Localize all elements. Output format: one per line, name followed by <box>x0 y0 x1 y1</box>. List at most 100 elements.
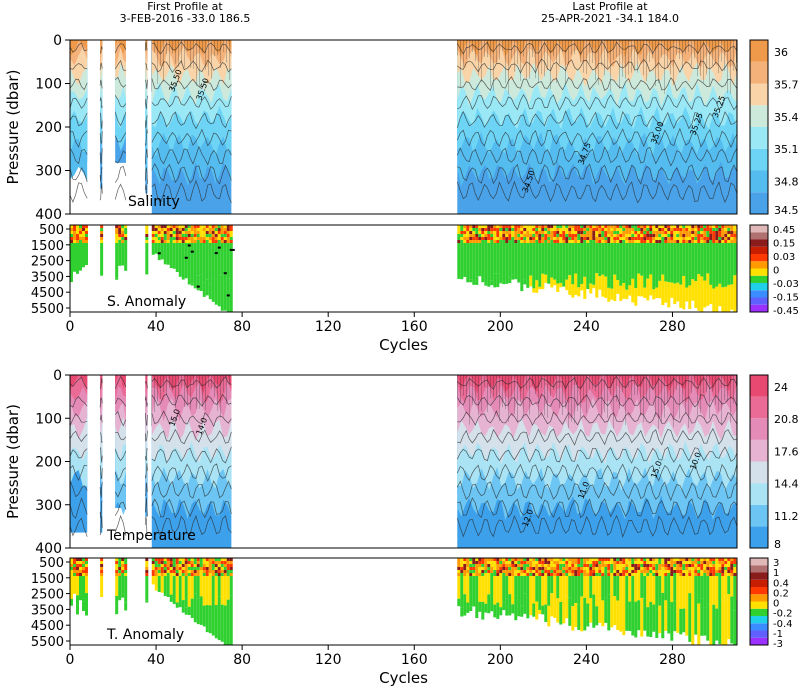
anomaly-cell <box>163 240 167 243</box>
anomaly-cell <box>685 237 689 240</box>
anomaly-cell <box>721 558 725 561</box>
anomaly-cell <box>619 564 623 567</box>
anomaly-cell <box>547 240 551 243</box>
anomaly-cell <box>76 225 79 228</box>
anomaly-cell <box>115 558 119 561</box>
anomaly-cell <box>202 282 206 297</box>
anomaly-cell <box>616 240 620 243</box>
contour-line <box>456 145 737 167</box>
anomaly-cell <box>223 561 227 564</box>
anomaly-cell <box>145 558 149 561</box>
anomaly-cell <box>712 243 716 289</box>
anomaly-cell <box>229 231 233 234</box>
anomaly-cell <box>733 234 737 237</box>
anomaly-cell <box>718 570 722 573</box>
anomaly-cell <box>115 243 119 278</box>
anomaly-cell <box>700 243 704 277</box>
anomaly-cell <box>583 573 587 576</box>
anomaly-cell <box>79 240 82 243</box>
anomaly-cell <box>724 237 728 240</box>
anomaly-cell <box>178 237 182 240</box>
anomaly-cell <box>76 570 79 573</box>
anomaly-cell <box>565 240 569 243</box>
anomaly-cell <box>613 231 617 234</box>
anomaly-cell <box>634 576 638 602</box>
anomaly-cell <box>118 561 122 564</box>
anomaly-cell <box>550 573 554 576</box>
anomaly-cell <box>199 558 203 561</box>
anomaly-cell <box>160 225 164 228</box>
anomaly-cell <box>604 570 608 573</box>
anomaly-cell <box>82 558 85 561</box>
anomaly-cell <box>721 570 725 573</box>
x-tick-label: 280 <box>659 319 686 335</box>
anomaly-cell <box>646 237 650 240</box>
contour-line <box>114 467 127 482</box>
anomaly-cell <box>157 567 161 570</box>
anomaly-cell <box>214 570 218 573</box>
anomaly-cell <box>685 564 689 567</box>
anomaly-cell <box>151 570 155 573</box>
anomaly-cell <box>181 561 185 564</box>
first-profile-value: 3-FEB-2016 -33.0 186.5 <box>120 12 251 25</box>
anomaly-cell <box>577 564 581 567</box>
anomaly-cell <box>511 225 515 228</box>
anomaly-cell <box>637 558 641 561</box>
anomaly-cell <box>73 243 76 272</box>
anomaly-cell <box>484 561 488 564</box>
anomaly-cell <box>562 231 566 234</box>
anomaly-cell <box>223 234 227 237</box>
anomaly-cell <box>205 234 209 237</box>
anomaly-cell <box>655 561 659 564</box>
anomaly-cell <box>577 287 581 297</box>
anomaly-cell <box>697 234 701 237</box>
anomaly-cell <box>703 280 707 308</box>
anomaly-cell <box>553 576 557 594</box>
anomaly-cell <box>667 576 671 608</box>
anomaly-cell <box>619 240 623 243</box>
anomaly-cell <box>169 237 173 240</box>
anomaly-cell <box>721 573 725 576</box>
anomaly-cell <box>520 237 524 240</box>
anomaly-cell <box>478 228 482 231</box>
anomaly-cell <box>721 240 725 243</box>
anomaly-cell <box>223 240 227 243</box>
anomaly-cell <box>652 231 656 234</box>
anomaly-cell <box>118 564 122 567</box>
anomaly-cell <box>628 567 632 570</box>
anomaly-cell <box>643 237 647 240</box>
anomaly-cell <box>595 273 599 298</box>
anomaly-cell <box>496 237 500 240</box>
anomaly-cell <box>460 225 464 228</box>
anomaly-cell <box>598 567 602 570</box>
contour-line <box>99 182 103 201</box>
anomaly-cell <box>196 234 200 237</box>
anomaly-cell <box>685 602 689 636</box>
contour-line <box>114 150 127 164</box>
anomaly-cell <box>163 567 167 570</box>
anomaly-cell <box>700 598 704 636</box>
anomaly-cell <box>229 573 233 576</box>
anomaly-cell <box>535 237 539 240</box>
contour-line <box>144 463 148 479</box>
anomaly-cell <box>691 279 695 301</box>
colorbar-swatch <box>750 304 768 312</box>
anomaly-cell <box>703 561 707 564</box>
anomaly-cell <box>181 567 185 570</box>
anomaly-cell <box>460 231 464 234</box>
anomaly-cell <box>562 597 566 624</box>
anomaly-cell <box>514 576 518 596</box>
anomaly-cell <box>466 570 470 573</box>
anomaly-cell <box>649 558 653 561</box>
anomaly-cell <box>193 576 197 594</box>
anomaly-cell <box>532 576 536 604</box>
anomaly-cell <box>673 231 677 234</box>
anomaly-cell <box>703 564 707 567</box>
anomaly-cell <box>499 225 503 228</box>
anomaly-cell <box>523 243 527 280</box>
anomaly-cell <box>613 570 617 573</box>
contour-line <box>70 130 88 148</box>
anomaly-cell <box>559 237 563 240</box>
anomaly-cell <box>568 234 572 237</box>
